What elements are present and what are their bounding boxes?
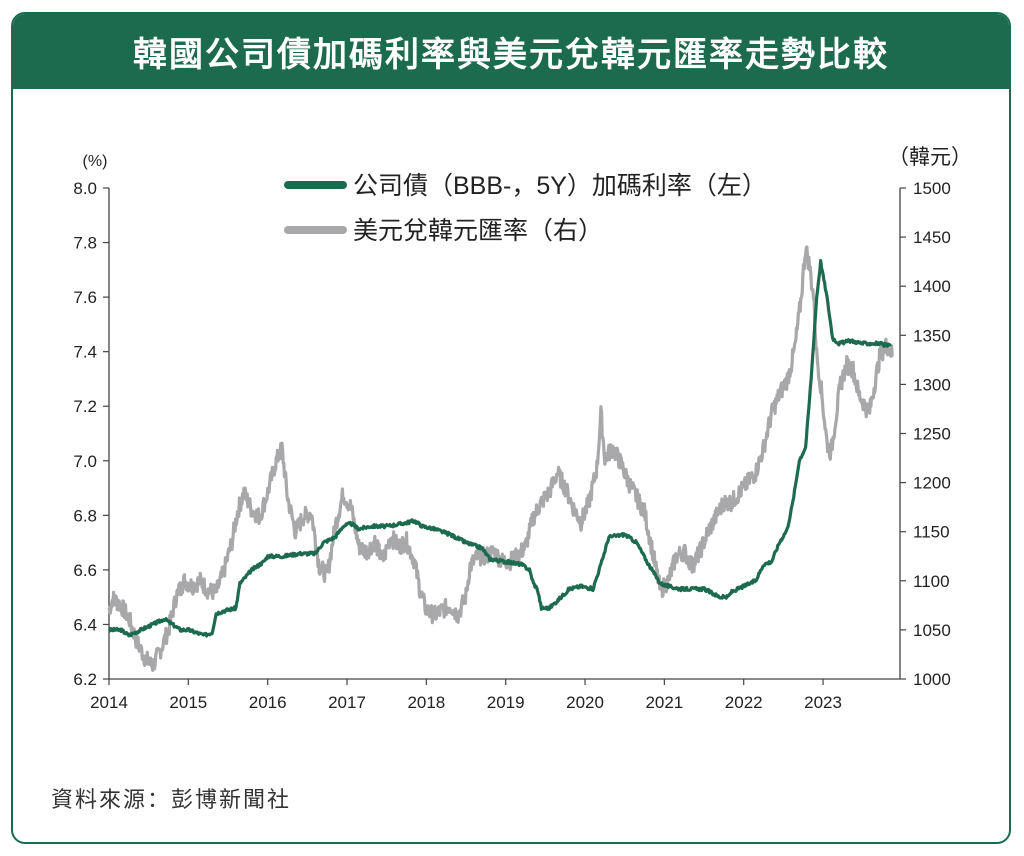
y-right-tick-label: 1100: [913, 572, 950, 591]
legend: 公司債（BBB-，5Y）加碼利率（左） 美元兌韓元匯率（右）: [284, 172, 767, 245]
x-tick-label: 2016: [249, 693, 287, 712]
x-tick-label: 2021: [645, 693, 683, 712]
y-left-tick-label: 7.4: [73, 343, 97, 362]
y-right-tick-label: 1200: [913, 474, 951, 493]
source-note: 資料來源：彭博新聞社: [51, 788, 292, 813]
y-left-tick-label: 7.0: [73, 452, 97, 471]
y-left-tick-label: 6.8: [73, 506, 97, 525]
x-tick-label: 2019: [487, 693, 525, 712]
y-right-tick-label: 1150: [913, 523, 950, 542]
chart-svg: 6.2 6.4 6.6 6.8 7.0 7.2 7.4 7.6 7.8 8.0 1000 1050 11…: [73, 146, 972, 712]
x-tick-label: 2018: [407, 693, 445, 712]
chart-frame: 韓國公司債加碼利率與美元兌韓元匯率走勢比較 6.2 6.4 6.6 6.8 7.0 7.2…: [11, 12, 1011, 844]
y-left-tick-label: 8.0: [73, 179, 97, 198]
x-tick-label: 2020: [566, 693, 604, 712]
y-left-tick-label: 7.8: [73, 234, 97, 253]
bond-series-group: [108, 259, 892, 638]
bond-series-line: [108, 259, 892, 638]
y-right-tick-label: 1250: [913, 425, 951, 444]
y-right-tick-label: 1300: [913, 375, 951, 394]
y-right-tick-label: 1400: [913, 277, 951, 296]
right-axis-unit: （韓元）: [888, 146, 972, 169]
y-left-tick-label: 6.2: [73, 670, 97, 689]
legend-label-bond: 公司債（BBB-，5Y）加碼利率（左）: [353, 172, 767, 200]
fx-series-group: [107, 245, 894, 672]
y-right-tick-label: 1050: [913, 621, 951, 640]
left-axis-unit: (%): [83, 153, 108, 170]
y-right-tick-label: 1500: [913, 179, 951, 198]
y-right-tick-label: 1450: [913, 228, 951, 247]
chart-title: 韓國公司債加碼利率與美元兌韓元匯率走勢比較: [133, 35, 889, 75]
x-tick-label: 2015: [169, 693, 207, 712]
y-right-tick-label: 1000: [913, 670, 951, 689]
y-left-tick-label: 7.2: [73, 397, 97, 416]
y-right-tick-label: 1350: [913, 326, 951, 345]
x-tick-label: 2022: [725, 693, 763, 712]
y-left-tick-label: 6.6: [73, 561, 97, 580]
x-tick-label: 2023: [804, 693, 842, 712]
legend-label-fx: 美元兌韓元匯率（右）: [353, 217, 603, 245]
y-left-tick-label: 7.6: [73, 288, 97, 307]
axes: 6.2 6.4 6.6 6.8 7.0 7.2 7.4 7.6 7.8 8.0 1000 1050 11…: [73, 146, 972, 712]
x-tick-label: 2017: [328, 693, 366, 712]
title-bar: 韓國公司債加碼利率與美元兌韓元匯率走勢比較: [13, 14, 1009, 89]
x-tick-label: 2014: [90, 693, 128, 712]
fx-series-line: [107, 245, 894, 672]
y-left-tick-label: 6.4: [73, 615, 97, 634]
